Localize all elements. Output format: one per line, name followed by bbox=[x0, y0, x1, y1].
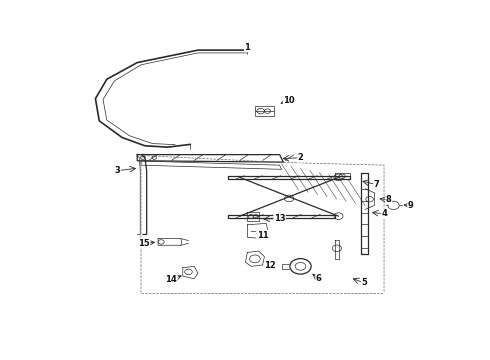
Text: 5: 5 bbox=[361, 279, 367, 288]
Text: 3: 3 bbox=[115, 166, 121, 175]
Text: 4: 4 bbox=[381, 209, 387, 218]
Text: 13: 13 bbox=[274, 214, 285, 223]
Text: 8: 8 bbox=[386, 195, 392, 204]
Text: 12: 12 bbox=[264, 261, 276, 270]
Text: 1: 1 bbox=[245, 43, 250, 52]
Bar bbox=[255, 106, 274, 116]
Text: 10: 10 bbox=[283, 95, 295, 104]
Text: 9: 9 bbox=[408, 201, 414, 210]
Text: 14: 14 bbox=[166, 275, 177, 284]
Text: 2: 2 bbox=[297, 153, 303, 162]
Text: 7: 7 bbox=[373, 180, 379, 189]
Text: 6: 6 bbox=[316, 274, 321, 283]
Text: 11: 11 bbox=[257, 230, 269, 239]
Text: 15: 15 bbox=[138, 239, 150, 248]
